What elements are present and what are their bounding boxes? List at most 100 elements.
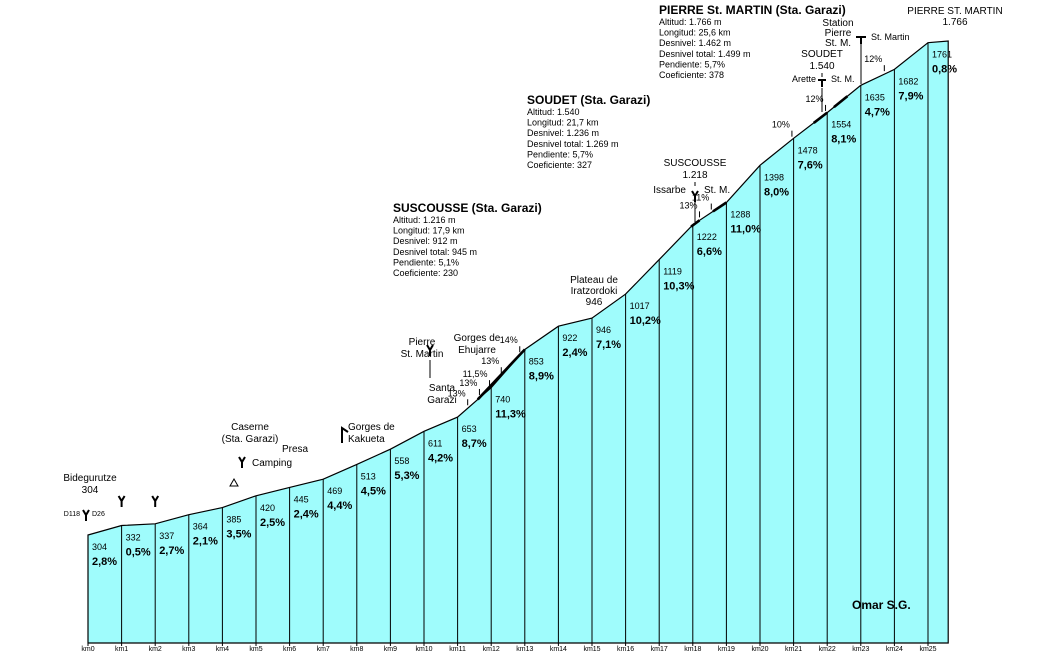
km-tick-label: km17	[651, 646, 668, 653]
steep-gradient-label: 13%	[448, 388, 466, 398]
junction-icon	[818, 79, 826, 87]
segment-gradient-label: 2,4%	[562, 347, 587, 359]
segment-gradient-label: 7,1%	[596, 339, 621, 351]
place-caserne-label: Caserne	[231, 422, 269, 433]
place-station-stm-label: St. Martin	[871, 32, 910, 42]
segment-altitude-label: 558	[394, 456, 409, 466]
place-issarbe-stm-label: St. M.	[704, 185, 730, 196]
segment-gradient-label: 10,3%	[663, 281, 694, 293]
climb-box-title: PIERRE St. MARTIN (Sta. Garazi)	[659, 3, 846, 17]
segment-gradient-label: 6,6%	[697, 246, 722, 258]
km-tick-label: km19	[718, 646, 735, 653]
km-tick-label: km5	[249, 646, 262, 653]
km-tick-label: km16	[617, 646, 634, 653]
segment-gradient-label: 8,0%	[764, 186, 789, 198]
place-bidegurutze-label: 304	[82, 485, 99, 496]
segment-gradient-label: 11,3%	[495, 409, 526, 421]
km-tick-label: km11	[449, 646, 466, 653]
segment-altitude-label: 740	[495, 395, 510, 405]
segment-gradient-label: 0,5%	[126, 547, 151, 559]
segment-gradient-label: 4,5%	[361, 485, 386, 497]
steep-gradient-label: 13%	[481, 356, 499, 366]
place-caserne-label: (Sta. Garazi)	[222, 434, 279, 445]
steep-segment	[833, 95, 849, 109]
segment-gradient-label: 2,7%	[159, 545, 184, 557]
junction-icon	[856, 36, 866, 44]
segment-altitude-label: 1554	[831, 120, 851, 130]
col-suscousse-label: SUSCOUSSE	[664, 158, 727, 169]
flag-icon	[341, 426, 349, 443]
segment-altitude-label: 385	[226, 515, 241, 525]
climb-box-line: Altitud: 1.216 m	[393, 215, 456, 225]
segment-gradient-label: 3,5%	[226, 529, 251, 541]
place-station-label: St. M.	[825, 38, 851, 49]
place-arette-label: Arette	[792, 74, 816, 84]
segment-gradient-label: 2,5%	[260, 517, 285, 529]
km-tick-label: km20	[751, 646, 768, 653]
col-soudet-label: 1.540	[809, 61, 834, 72]
segment-altitude-label: 1478	[798, 145, 818, 155]
segment-gradient-label: 11,0%	[730, 224, 761, 236]
climb-box-line: Coeficiente: 230	[393, 268, 458, 278]
junction-icon	[82, 509, 90, 521]
place-issarbe-label: Issarbe	[653, 185, 686, 196]
km-tick-label: km10	[415, 646, 432, 653]
segment-gradient-label: 4,2%	[428, 452, 453, 464]
km-tick-label: km7	[317, 646, 330, 653]
segment-altitude-label: 304	[92, 542, 107, 552]
junction-icon	[117, 495, 126, 507]
place-presa-label: Presa	[282, 444, 309, 455]
climb-box-line: Desnivel: 912 m	[393, 236, 458, 246]
segment-gradient-label: 8,1%	[831, 134, 856, 146]
road-d26-label: D26	[92, 511, 105, 518]
climb-box-line: Longitud: 25,6 km	[659, 28, 731, 38]
climb-box-line: Pendiente: 5,7%	[659, 59, 725, 69]
road-d118-label: D118	[64, 511, 80, 518]
segment-gradient-label: 8,9%	[529, 370, 554, 382]
segment-gradient-label: 2,4%	[294, 508, 319, 520]
place-station-label: Pierre	[825, 28, 852, 39]
segment-gradient-label: 4,7%	[865, 106, 890, 118]
place-plateau-label: Iratzordoki	[571, 286, 618, 297]
place-plateau-label: 946	[586, 297, 603, 308]
place-plateau-label: Plateau de	[570, 275, 618, 286]
camping-icon	[229, 477, 239, 487]
steep-segment	[476, 348, 526, 401]
junction-icon	[691, 190, 699, 202]
climb-box-line: Desnivel: 1.462 m	[659, 38, 731, 48]
place-kakueta-label: Gorges de	[348, 422, 395, 433]
steep-gradient-label: 12%	[864, 54, 882, 64]
steep-gradient-label: 12%	[806, 94, 824, 104]
climb-box-line: Pendiente: 5,1%	[393, 257, 459, 267]
segment-gradient-label: 5,3%	[394, 470, 419, 482]
km-tick-label: km23	[852, 646, 869, 653]
segment-altitude-label: 1398	[764, 172, 784, 182]
segment-gradient-label: 0,8%	[932, 64, 957, 76]
summit-label: PIERRE ST. MARTIN	[907, 6, 1002, 17]
steep-gradient-label: 11,5%	[463, 369, 488, 379]
segment-altitude-label: 420	[260, 503, 275, 513]
steep-gradient-label: 13%	[459, 378, 477, 388]
place-ehujarre-label: Ehujarre	[458, 345, 496, 356]
km-tick-label: km6	[283, 646, 296, 653]
segment-gradient-label: 2,8%	[92, 556, 117, 568]
segment-altitude-label: 445	[294, 494, 309, 504]
segment-altitude-label: 1682	[898, 76, 918, 86]
place-santa-garazi-label: Garazi	[427, 395, 456, 406]
steep-segment	[812, 111, 828, 124]
km-tick-label: km15	[583, 646, 600, 653]
climb-box-line: Desnivel total: 945 m	[393, 247, 477, 257]
segment-gradient-label: 2,1%	[193, 536, 218, 548]
climb-box-line: Altitud: 1.766 m	[659, 17, 722, 27]
place-kakueta-label: Kakueta	[348, 434, 385, 445]
segment-altitude-label: 946	[596, 325, 611, 335]
climb-info-layer: SUSCOUSSE (Sta. Garazi)Altitud: 1.216 mL…	[393, 3, 846, 278]
km-tick-label: km9	[384, 646, 397, 653]
climb-box-line: Coeficiente: 378	[659, 70, 724, 80]
place-arette-stm-label: St. M.	[831, 74, 855, 84]
segment-altitude-label: 653	[462, 424, 477, 434]
segment-altitude-label: 332	[126, 533, 141, 543]
km-tick-label: km0	[81, 646, 94, 653]
km-gridlines-layer	[121, 42, 929, 643]
